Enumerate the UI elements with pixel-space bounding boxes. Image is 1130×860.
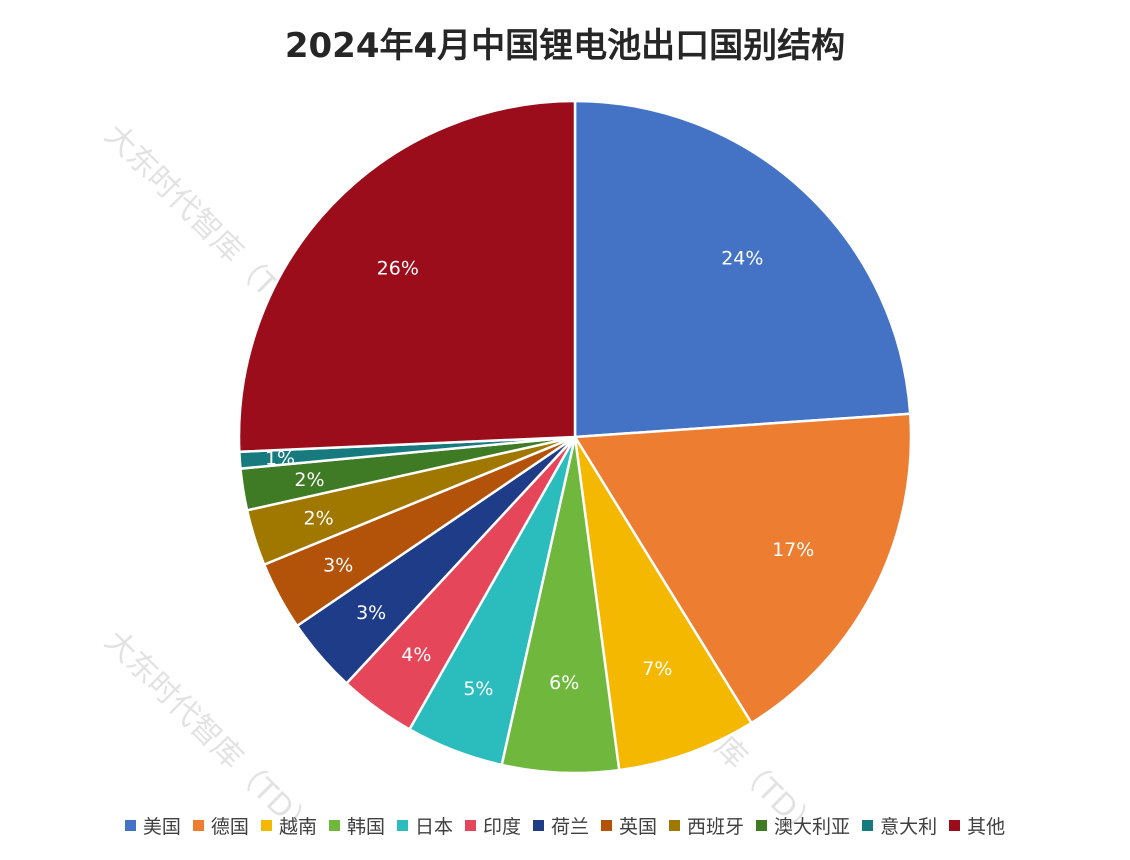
legend-item[interactable]: 印度: [464, 812, 521, 839]
legend-swatch-icon: [396, 820, 408, 831]
legend-label: 其他: [967, 816, 1006, 838]
legend-label: 越南: [278, 816, 317, 838]
legend-swatch-icon: [862, 820, 874, 831]
legend-label: 荷兰: [551, 816, 590, 838]
legend-label: 德国: [210, 816, 249, 838]
pie-slice-德国: [573, 412, 913, 725]
slice-data-label: 6%: [549, 672, 579, 694]
slice-data-label: 26%: [377, 257, 419, 279]
slice-data-label: 2%: [304, 508, 334, 530]
legend-swatch-icon: [124, 820, 136, 831]
legend-swatch-icon: [756, 820, 768, 831]
legend-label: 意大利: [880, 816, 938, 838]
legend-label: 美国: [142, 816, 181, 838]
pie-slice-越南: [573, 435, 753, 772]
legend-item[interactable]: 澳大利亚: [756, 812, 850, 839]
legend-item[interactable]: 德国: [192, 812, 249, 839]
legend-swatch-icon: [601, 820, 613, 831]
pie-slice-其他: [237, 99, 577, 454]
legend-swatch-icon: [260, 820, 272, 831]
legend-item[interactable]: 韩国: [328, 812, 385, 839]
legend-label: 澳大利亚: [774, 816, 851, 838]
legend-label: 印度: [482, 816, 521, 838]
pie-slice-美国: [573, 99, 912, 439]
legend-item[interactable]: 越南: [260, 812, 317, 839]
slice-data-label: 3%: [356, 602, 386, 624]
legend-swatch-icon: [464, 820, 476, 831]
slice-data-label: 2%: [294, 469, 324, 491]
legend-item[interactable]: 西班牙: [669, 812, 744, 839]
legend-item[interactable]: 其他: [949, 812, 1005, 839]
legend-item[interactable]: 日本: [396, 812, 453, 839]
slice-data-label: 1%: [265, 447, 295, 469]
legend-swatch-icon: [949, 820, 961, 831]
legend-item[interactable]: 英国: [601, 812, 657, 839]
slice-data-label: 7%: [642, 658, 672, 680]
legend-item[interactable]: 荷兰: [533, 812, 589, 839]
legend-item[interactable]: 意大利: [862, 812, 937, 839]
legend-label: 日本: [414, 816, 453, 838]
legend-swatch-icon: [192, 820, 204, 831]
chart-title: 2024年4月中国锂电池出口国别结构: [284, 26, 846, 66]
legend-swatch-icon: [533, 820, 544, 831]
legend-label: 西班牙: [687, 816, 745, 838]
slice-data-label: 5%: [463, 678, 493, 700]
slice-data-label: 24%: [721, 248, 763, 270]
legend-label: 韩国: [346, 816, 385, 838]
slice-data-label: 4%: [401, 644, 431, 666]
legend-item[interactable]: 美国: [124, 812, 181, 839]
legend: 美国 德国 越南 韩国 日本 印度 荷兰 英国 西班牙 澳大利亚 意大利 其他: [0, 812, 1130, 839]
legend-label: 英国: [619, 816, 658, 838]
legend-swatch-icon: [669, 820, 681, 831]
slice-data-label: 17%: [772, 539, 814, 561]
slice-data-label: 3%: [323, 554, 353, 576]
legend-swatch-icon: [328, 820, 340, 831]
